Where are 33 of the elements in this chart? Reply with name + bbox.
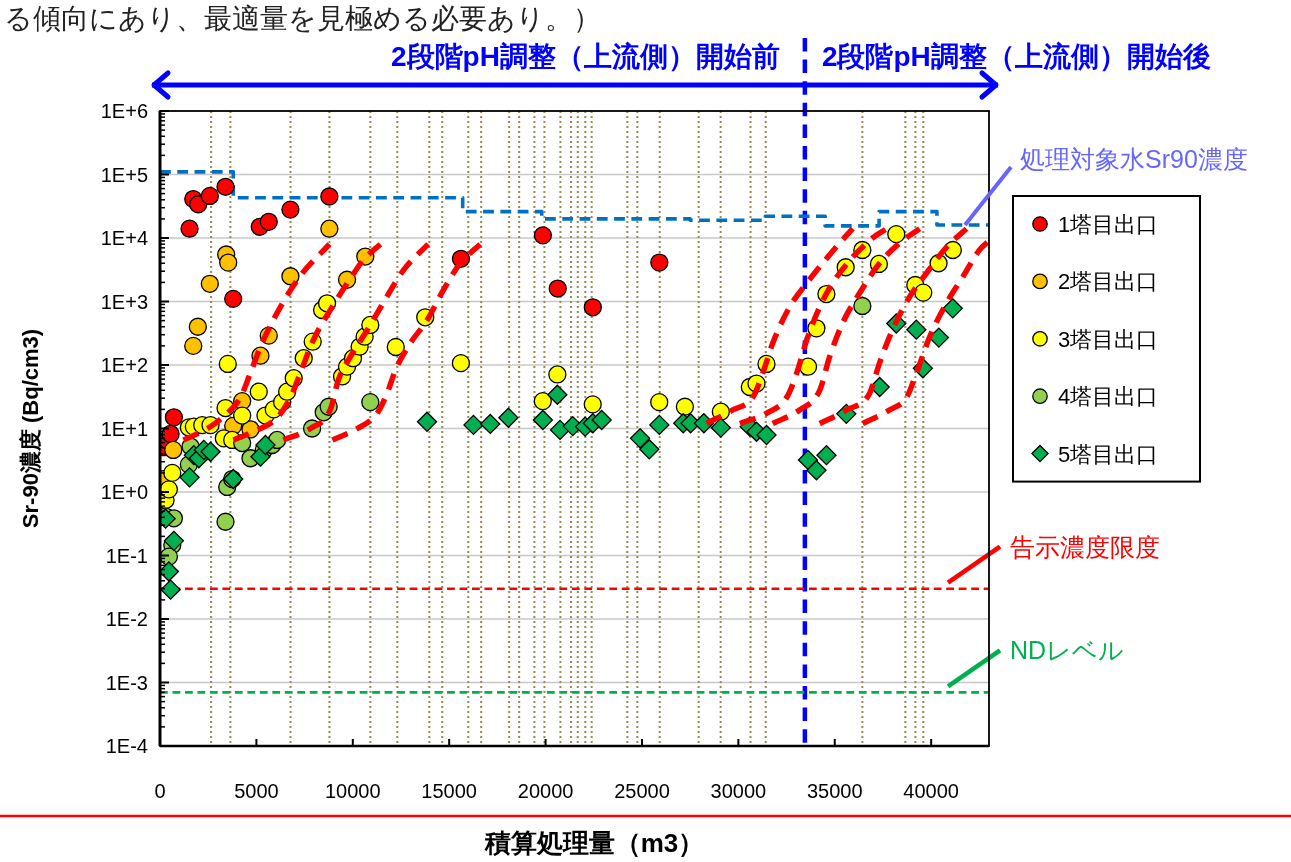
y-tick-label: 1E+3	[100, 290, 148, 313]
y-tick-label: 1E+0	[100, 481, 148, 503]
x-tick-label: 30000	[710, 780, 767, 802]
x-axis-title: 積算処理量（m3）	[483, 828, 705, 858]
text: 処理対象水Sr90濃度	[1020, 145, 1248, 174]
legend-label: 2塔目出口	[1058, 269, 1159, 295]
y-tick-label: 1E+5	[100, 163, 148, 186]
x-tick-label: 25000	[614, 780, 670, 802]
y-tick-label: 1E+2	[100, 354, 148, 376]
y-tick-label: 1E-4	[105, 735, 148, 757]
x-tick-label: 10000	[324, 780, 381, 802]
x-tick-label: 0	[154, 780, 166, 802]
text: 2段階pH調整（上流側）開始後	[821, 41, 1211, 72]
text: 2段階pH調整（上流側）開始前	[390, 41, 780, 72]
x-tick-label: 15000	[421, 780, 477, 802]
y-tick-label: 1E-1	[105, 544, 148, 567]
legend-label: 1塔目出口	[1058, 212, 1159, 237]
legend-label: 5塔目出口	[1058, 441, 1159, 467]
y-tick-label: 1E+1	[100, 417, 148, 440]
y-tick-label: 1E-3	[105, 671, 148, 694]
ref-line-label: 告示濃度限度	[1010, 532, 1160, 561]
legend-label: 3塔目出口	[1058, 326, 1159, 352]
x-tick-label: 40000	[903, 780, 959, 802]
x-tick-label: 5000	[234, 780, 279, 802]
ref-line-label: NDレベル	[1010, 636, 1125, 665]
x-tick-label: 20000	[517, 780, 574, 802]
y-tick-label: 1E-2	[105, 608, 148, 630]
legend-label: 4塔目出口	[1058, 384, 1159, 410]
y-tick-label: 1E+4	[100, 227, 148, 249]
x-tick-label: 35000	[806, 780, 863, 802]
y-tick-label: 1E+6	[100, 100, 148, 122]
y-axis-title: Sr-90濃度 (Bq/cm3)	[18, 328, 43, 529]
text: る傾向にあり、最適量を見極める必要あり。）	[4, 3, 601, 34]
